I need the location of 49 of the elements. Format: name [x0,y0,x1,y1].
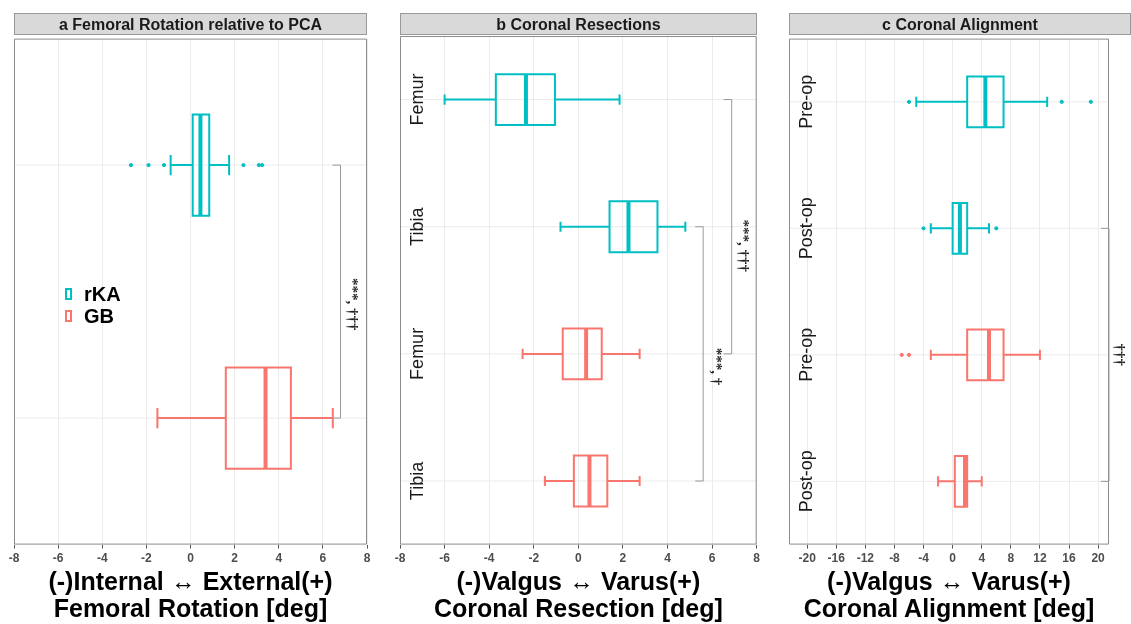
x-tick-label: 8 [753,551,761,566]
x-tick-label: -16 [827,551,846,566]
annotation: ***, † [708,347,725,386]
x-tick-label: -8 [8,551,20,566]
annotation: ***, ††† [736,219,753,273]
y-tick-label: Femur [406,73,427,126]
chart-title: c Coronal Alignment [789,13,1131,35]
x-tick-label: -4 [483,551,495,566]
y-tick-label: Post-op [795,450,816,513]
x-tick-label: -8 [889,551,901,566]
x-tick-label: -4 [96,551,108,566]
x-tick-label: 4 [275,551,283,566]
x-tick-label: 0 [187,551,195,566]
x-tick-label: -2 [528,551,540,566]
x-tick-label: -6 [52,551,64,566]
x-tick-label: 2 [619,551,627,566]
annotation: ***, ††† [345,278,362,331]
x-axis-title: (-)Valgus ↔ Varus(+) Coronal Alignment [deg] [803,566,1095,623]
y-tick-label: Post-op [795,197,816,260]
x-tick-label: -6 [439,551,451,566]
x-tick-label: -4 [918,551,930,566]
x-tick-label: -12 [856,551,875,566]
chart-title: b Coronal Resections [400,13,757,35]
x-tick-label: 6 [708,551,716,566]
legend-label: GB [84,305,114,327]
y-tick-label: Pre-op [795,327,816,382]
x-tick-label: 0 [949,551,957,566]
legend-label: rKA [84,283,121,305]
x-tick-label: -8 [394,551,406,566]
y-tick-label: Tibia [406,460,427,501]
x-tick-label: 4 [978,551,986,566]
chart-title: a Femoral Rotation relative to PCA [14,13,367,35]
x-tick-label: 20 [1091,551,1106,566]
x-tick-label: -20 [798,551,817,566]
x-tick-label: -2 [141,551,153,566]
x-tick-label: 4 [664,551,672,566]
y-tick-label: Femur [406,327,427,380]
y-tick-label: Tibia [406,206,427,246]
y-tick-label: Pre-op [795,74,816,129]
x-tick-label: 8 [1007,551,1015,566]
x-tick-label: 12 [1033,551,1047,566]
x-tick-label: 6 [319,551,327,566]
x-axis-title: (-)Internal ↔ External(+) Femoral Rotation [deg] [48,566,333,623]
x-tick-label: 8 [363,551,371,566]
x-tick-label: 2 [231,551,239,566]
x-tick-label: 0 [574,551,582,566]
x-tick-label: 16 [1062,551,1076,566]
text: ††† [1111,343,1128,367]
x-axis-title: (-)Valgus ↔ Varus(+) Coronal Resection [deg] [433,566,723,623]
